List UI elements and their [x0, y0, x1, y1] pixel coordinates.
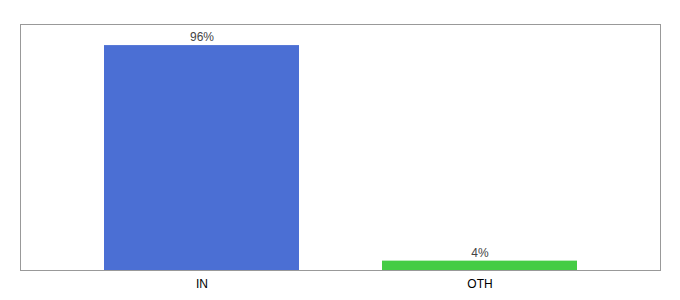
svg-text:IN: IN [196, 277, 208, 291]
svg-text:96%: 96% [190, 30, 214, 44]
svg-text:OTH: OTH [467, 277, 492, 291]
svg-text:4%: 4% [471, 246, 489, 260]
